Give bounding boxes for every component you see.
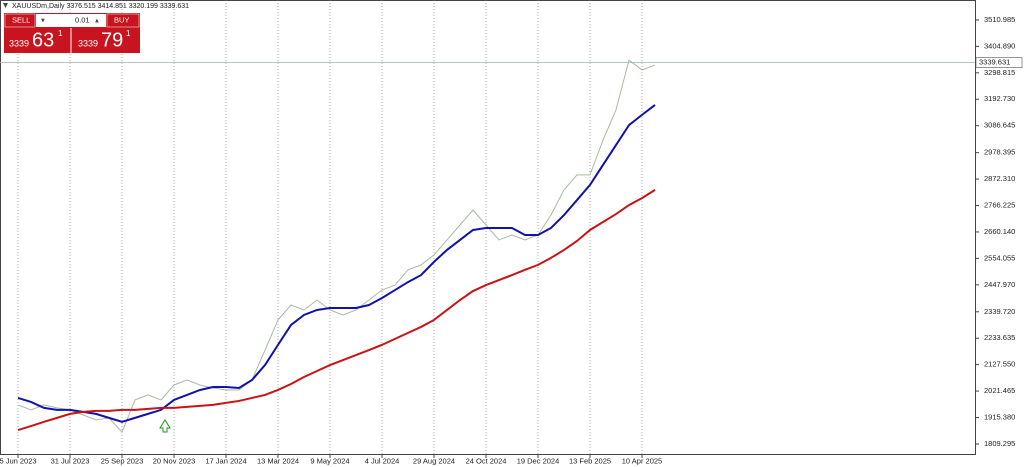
x-tick-label: 20 Nov 2023: [153, 456, 196, 465]
lot-value[interactable]: 0.01: [75, 15, 90, 24]
sell-button[interactable]: [4, 13, 36, 28]
price-line: [17, 59, 656, 433]
x-tick-label: 25 Sep 2023: [101, 456, 144, 465]
y-tick-label: 2554.055: [984, 253, 1015, 262]
y-tick-label: 2233.635: [984, 333, 1015, 342]
y-tick-label: 2127.550: [984, 360, 1015, 369]
moving-average: [17, 189, 656, 432]
symbol-info: XAUUSDm,Daily 3376.515 3414.851 3320.199…: [12, 3, 189, 10]
buy-pips[interactable]: 79: [101, 29, 123, 51]
x-tick-label: 29 Aug 2024: [413, 456, 455, 465]
y-tick-label: 2660.140: [984, 227, 1015, 236]
buy-button[interactable]: [106, 13, 140, 28]
y-tick-label: 3086.645: [984, 121, 1015, 130]
x-tick-label: 9 May 2024: [310, 456, 349, 465]
y-tick-label: 2339.720: [984, 307, 1015, 316]
y-tick-label: 1809.295: [984, 439, 1015, 448]
sell-base[interactable]: 3339: [9, 38, 29, 48]
current-price-label: 3339.631: [979, 58, 1010, 67]
x-tick-label: 13 Mar 2024: [257, 456, 299, 465]
x-tick-label: 31 Jul 2023: [51, 456, 90, 465]
y-tick-label: 1915.380: [984, 413, 1015, 422]
collapse-icon: [3, 3, 8, 8]
y-tick-label: 2978.395: [984, 148, 1015, 157]
buy-arrow: [159, 419, 171, 433]
buy-base[interactable]: 3339: [78, 38, 98, 48]
x-tick-label: 10 Apr 2025: [622, 456, 662, 465]
buy-fraction[interactable]: 1: [126, 29, 131, 38]
x-tick-label: 4 Jul 2024: [365, 456, 400, 465]
y-tick-label: 3510.985: [984, 15, 1015, 24]
sell-fraction[interactable]: 1: [58, 29, 63, 38]
lot-up[interactable]: ▴: [95, 15, 99, 24]
sell-label[interactable]: SELL: [12, 15, 30, 24]
lot-box[interactable]: [36, 14, 106, 27]
y-tick-label: 2447.970: [984, 280, 1015, 289]
current-price-box: [975, 57, 1023, 68]
buy-label[interactable]: BUY: [114, 15, 129, 24]
x-tick-label: 24 Oct 2024: [466, 456, 507, 465]
sell-pips[interactable]: 63: [32, 29, 54, 51]
y-tick-label: 2872.310: [984, 174, 1015, 183]
x-tick-label: 17 Jan 2024: [205, 456, 246, 465]
lot-down[interactable]: ▾: [41, 15, 45, 24]
x-tick-label: 13 Feb 2025: [569, 456, 611, 465]
moving-average: [17, 104, 656, 423]
y-tick-label: 2021.465: [984, 386, 1015, 395]
y-tick-label: 2766.225: [984, 201, 1015, 210]
x-tick-label: 5 Jun 2023: [0, 456, 37, 465]
y-tick-label: 3404.890: [984, 41, 1015, 50]
y-tick-label: 3192.730: [984, 94, 1015, 103]
y-tick-label: 3298.815: [984, 68, 1015, 77]
x-tick-label: 19 Dec 2024: [517, 456, 560, 465]
trade-panel: SELL ▾ 0.01 ▴ BUY 3339 63 1 3339 79 1: [4, 13, 140, 53]
